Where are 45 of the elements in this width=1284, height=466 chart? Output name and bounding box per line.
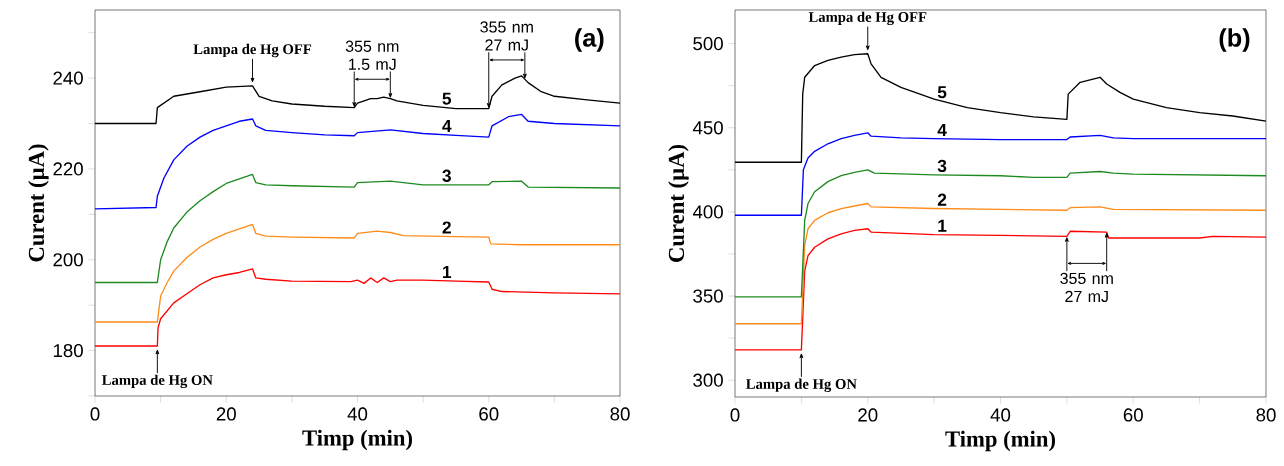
y-tick-label: 350 <box>693 289 723 303</box>
x-axis-title: Timp (min) <box>302 429 413 451</box>
series-label: 4 <box>442 119 452 132</box>
y-tick-label: 450 <box>692 121 723 135</box>
x-tick-label: 80 <box>610 407 630 421</box>
y-tick-label: 300 <box>693 373 723 387</box>
annotation: Lampa de Hg OFF <box>808 11 927 26</box>
y-tick-label: 500 <box>693 37 723 51</box>
series-label: 3 <box>937 159 947 173</box>
line-series <box>94 223 621 323</box>
series-label: 5 <box>937 86 947 99</box>
x-tick-label: 0 <box>90 407 100 421</box>
y-tick-label: 400 <box>692 205 723 219</box>
x-tick-label: 20 <box>216 407 236 421</box>
text: (b) <box>1219 28 1250 52</box>
annotation: 355 nm 27 mJ <box>480 21 533 51</box>
y-axis-title: Curent (µA) <box>668 145 689 262</box>
x-tick-label: 60 <box>479 407 499 421</box>
series-label: 2 <box>442 221 451 234</box>
text: (a) <box>575 28 604 52</box>
x-tick-label: 80 <box>1256 408 1276 422</box>
legend-label: 5 <box>442 92 452 105</box>
annotation: 355 nm 27 mJ <box>1060 272 1113 303</box>
y-tick-label: 220 <box>53 162 83 176</box>
annotation: Lampa de Hg OFF <box>193 43 312 58</box>
series-label: 3 <box>442 169 451 182</box>
series-label: 2 <box>937 193 947 206</box>
annotation: Lampa de Hg ON <box>101 374 213 389</box>
y-tick-label: 240 <box>53 71 83 85</box>
annotation: Lampa de Hg ON <box>746 378 857 392</box>
x-tick-label: 20 <box>858 408 878 422</box>
annotation: 355 nm 1.5 mJ <box>345 40 399 70</box>
series-label: 1 <box>443 265 452 278</box>
x-tick-label: 0 <box>730 408 740 422</box>
series-label: 1 <box>938 219 947 232</box>
x-axis-title: Timp (min) <box>945 430 1055 452</box>
line-series <box>94 113 621 210</box>
series-label: 4 <box>937 123 947 136</box>
line-series <box>94 268 621 347</box>
x-tick-label: 40 <box>990 408 1011 422</box>
x-tick-label: 40 <box>347 407 368 421</box>
y-tick-label: 200 <box>53 253 83 267</box>
x-tick-label: 60 <box>1123 408 1143 422</box>
y-tick-label: 180 <box>53 343 83 358</box>
y-axis-title: Curent (µA) <box>28 144 49 262</box>
